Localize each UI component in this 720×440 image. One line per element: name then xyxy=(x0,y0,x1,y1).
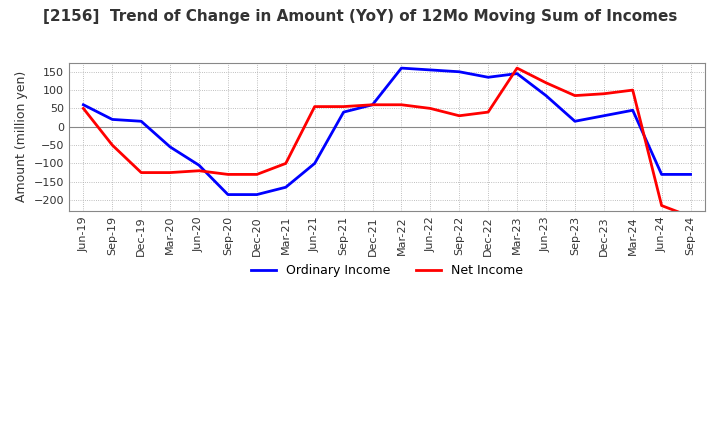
Ordinary Income xyxy=(368,102,377,107)
Ordinary Income xyxy=(137,119,145,124)
Net Income xyxy=(426,106,435,111)
Ordinary Income xyxy=(426,67,435,73)
Net Income xyxy=(339,104,348,109)
Ordinary Income xyxy=(541,93,550,98)
Ordinary Income xyxy=(339,110,348,115)
Ordinary Income xyxy=(570,119,579,124)
Net Income xyxy=(282,161,290,166)
Y-axis label: Amount (million yen): Amount (million yen) xyxy=(15,71,28,202)
Net Income xyxy=(166,170,174,175)
Ordinary Income xyxy=(253,192,261,197)
Net Income xyxy=(108,143,117,148)
Net Income xyxy=(657,203,666,208)
Ordinary Income xyxy=(657,172,666,177)
Ordinary Income xyxy=(224,192,233,197)
Net Income xyxy=(600,91,608,96)
Ordinary Income xyxy=(282,185,290,190)
Net Income xyxy=(570,93,579,98)
Line: Ordinary Income: Ordinary Income xyxy=(84,68,690,194)
Net Income xyxy=(397,102,406,107)
Ordinary Income xyxy=(513,71,521,76)
Net Income xyxy=(686,214,695,219)
Ordinary Income xyxy=(108,117,117,122)
Ordinary Income xyxy=(194,163,203,168)
Net Income xyxy=(194,168,203,173)
Legend: Ordinary Income, Net Income: Ordinary Income, Net Income xyxy=(246,259,528,282)
Ordinary Income xyxy=(686,172,695,177)
Text: [2156]  Trend of Change in Amount (YoY) of 12Mo Moving Sum of Incomes: [2156] Trend of Change in Amount (YoY) o… xyxy=(42,9,678,24)
Ordinary Income xyxy=(484,75,492,80)
Net Income xyxy=(310,104,319,109)
Net Income xyxy=(79,106,88,111)
Ordinary Income xyxy=(166,144,174,150)
Net Income xyxy=(368,102,377,107)
Ordinary Income xyxy=(397,66,406,71)
Line: Net Income: Net Income xyxy=(84,68,690,216)
Ordinary Income xyxy=(455,69,464,74)
Ordinary Income xyxy=(629,108,637,113)
Net Income xyxy=(253,172,261,177)
Net Income xyxy=(137,170,145,175)
Net Income xyxy=(513,66,521,71)
Net Income xyxy=(455,113,464,118)
Ordinary Income xyxy=(79,102,88,107)
Net Income xyxy=(224,172,233,177)
Net Income xyxy=(629,88,637,93)
Ordinary Income xyxy=(310,161,319,166)
Net Income xyxy=(541,80,550,85)
Ordinary Income xyxy=(600,113,608,118)
Net Income xyxy=(484,110,492,115)
